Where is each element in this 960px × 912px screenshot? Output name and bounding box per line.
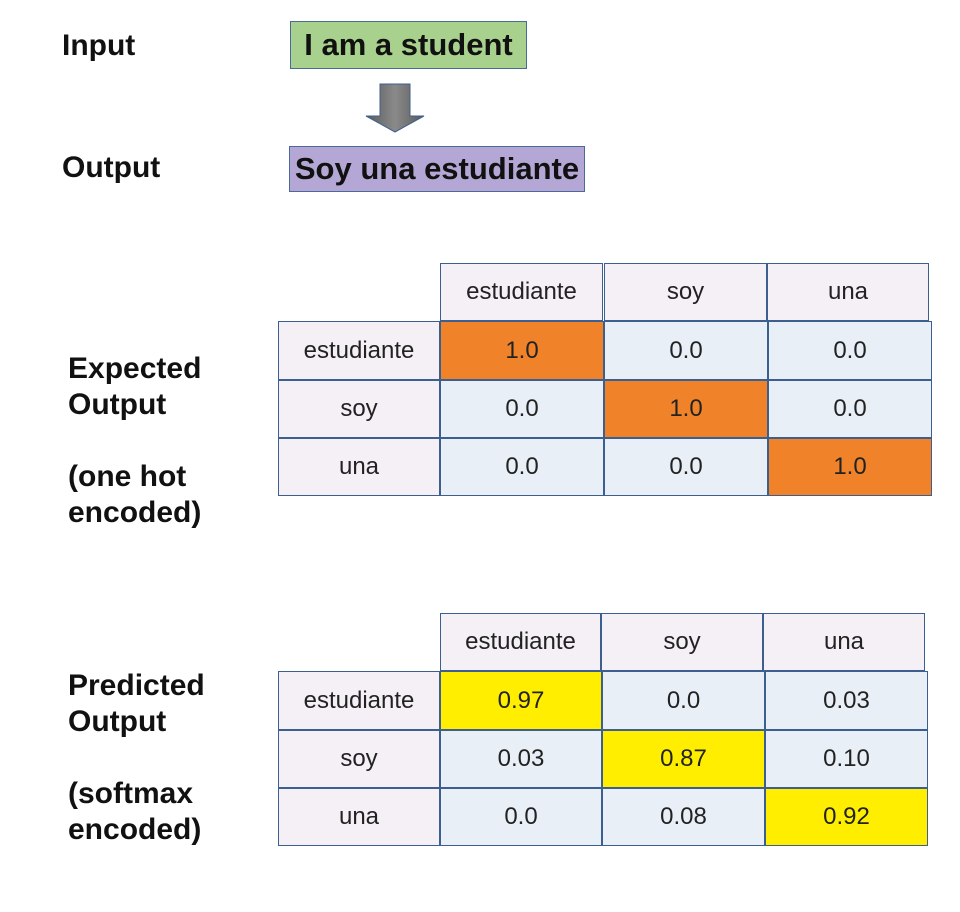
predicted-cell: 0.03 <box>765 671 928 730</box>
down-arrow-icon <box>365 83 425 133</box>
expected-cell: 0.0 <box>604 438 768 496</box>
expected-cell-highlight: 1.0 <box>440 321 604 380</box>
predicted-label-line4: encoded) <box>68 813 202 846</box>
expected-row-header: soy <box>278 380 440 438</box>
expected-cell-highlight: 1.0 <box>604 380 768 438</box>
predicted-label-line2: Output <box>68 705 167 738</box>
predicted-cell-highlight: 0.92 <box>765 788 928 846</box>
expected-cell-highlight: 1.0 <box>768 438 932 496</box>
predicted-row-header: soy <box>278 730 440 788</box>
predicted-output-label: Predicted Output (softmax encoded) <box>68 668 205 848</box>
predicted-col-header: soy <box>601 613 763 671</box>
expected-label-line4: encoded) <box>68 496 202 529</box>
expected-row-header: una <box>278 438 440 496</box>
expected-cell: 0.0 <box>768 321 932 380</box>
expected-col-header: una <box>767 263 929 321</box>
input-label: Input <box>62 29 136 62</box>
input-text-box: I am a student <box>290 21 527 69</box>
expected-col-header: estudiante <box>440 263 603 321</box>
predicted-cell: 0.03 <box>440 730 602 788</box>
expected-cell: 0.0 <box>440 380 604 438</box>
predicted-cell: 0.10 <box>765 730 928 788</box>
expected-label-line1: Expected <box>68 352 202 385</box>
predicted-row-header: estudiante <box>278 671 440 730</box>
expected-cell: 0.0 <box>440 438 604 496</box>
predicted-col-header: una <box>763 613 925 671</box>
output-text-box: Soy una estudiante <box>289 146 585 192</box>
expected-label-line2: Output <box>68 388 167 421</box>
expected-output-label: Expected Output (one hot encoded) <box>68 351 201 531</box>
expected-cell: 0.0 <box>604 321 768 380</box>
predicted-col-header: estudiante <box>440 613 601 671</box>
predicted-cell-highlight: 0.87 <box>602 730 765 788</box>
expected-cell: 0.0 <box>768 380 932 438</box>
output-label: Output <box>62 151 161 184</box>
predicted-label-line1: Predicted <box>68 669 205 702</box>
predicted-cell: 0.0 <box>602 671 765 730</box>
predicted-label-line3: (softmax <box>68 777 194 810</box>
predicted-cell: 0.08 <box>602 788 765 846</box>
predicted-row-header: una <box>278 788 440 846</box>
predicted-cell-highlight: 0.97 <box>440 671 602 730</box>
expected-row-header: estudiante <box>278 321 440 380</box>
expected-col-header: soy <box>604 263 767 321</box>
predicted-cell: 0.0 <box>440 788 602 846</box>
expected-label-line3: (one hot <box>68 460 187 493</box>
